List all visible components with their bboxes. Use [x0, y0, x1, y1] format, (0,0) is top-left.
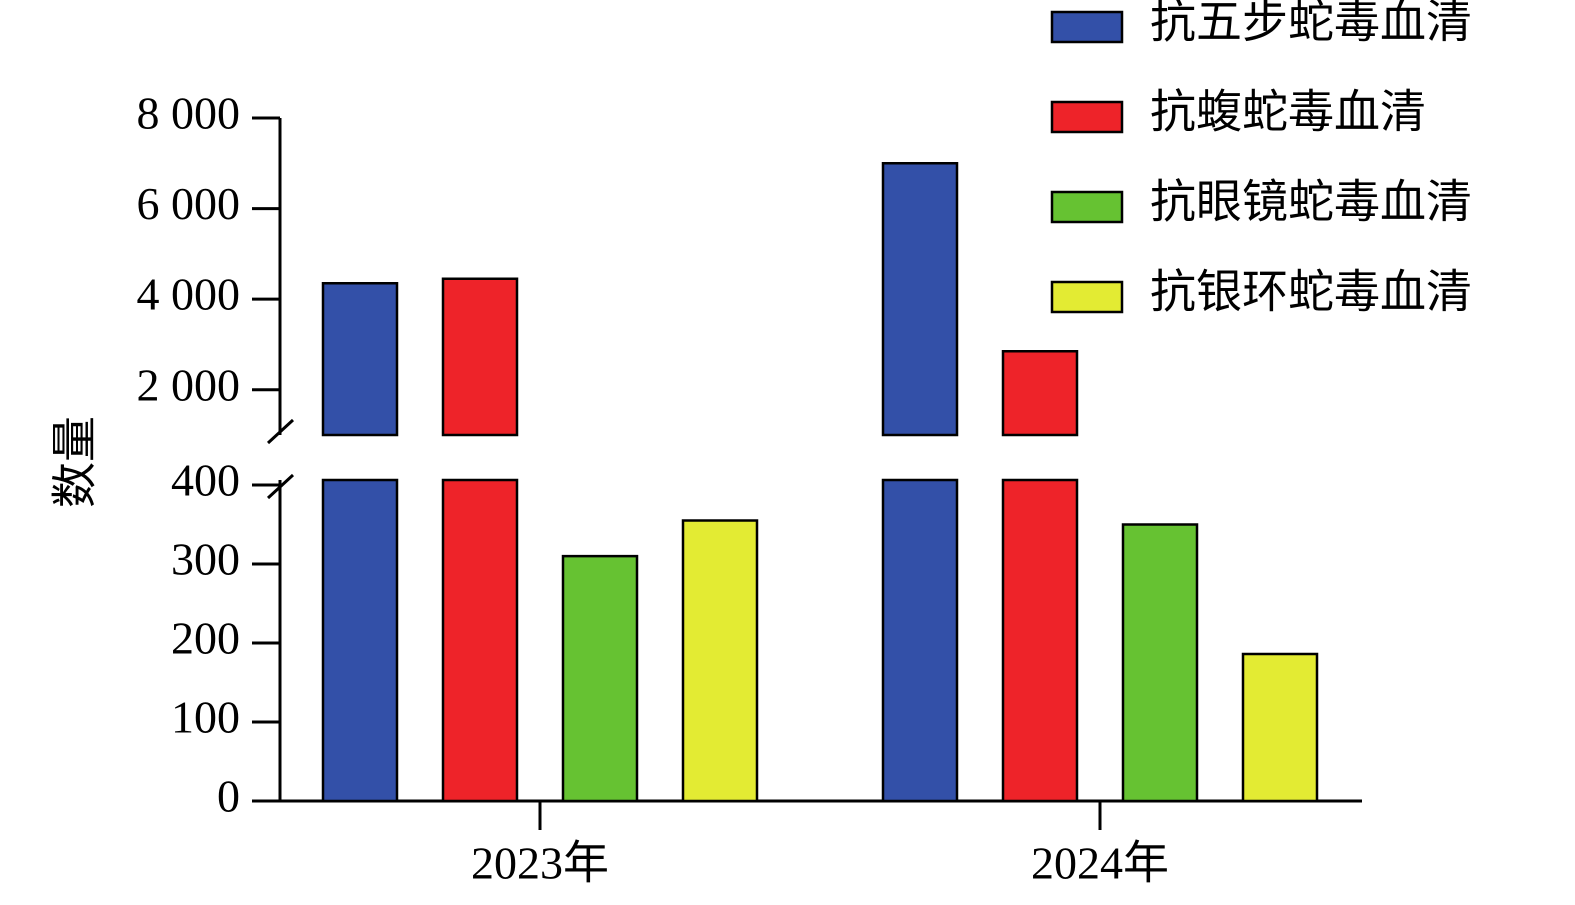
- legend-label: 抗银环蛇毒血清: [1150, 267, 1472, 318]
- y-tick-label: 6 000: [137, 178, 241, 229]
- y-tick-label: 100: [171, 692, 240, 743]
- legend-label: 抗蝮蛇毒血清: [1150, 87, 1426, 138]
- legend-swatch: [1050, 10, 1124, 44]
- legend-label: 抗眼镜蛇毒血清: [1150, 177, 1472, 228]
- bar: [1241, 652, 1319, 803]
- legend-swatch: [1050, 280, 1124, 314]
- legend-swatch: [1050, 190, 1124, 224]
- bar: [441, 277, 519, 803]
- y-tick-label: 2 000: [137, 359, 241, 410]
- y-tick-label: 300: [171, 534, 240, 585]
- axis-break: [266, 418, 295, 445]
- bar: [1121, 523, 1199, 803]
- bar: [681, 519, 759, 803]
- bar: [1001, 349, 1079, 803]
- legend-swatch: [1050, 100, 1124, 134]
- y-tick-label: 4 000: [137, 269, 241, 320]
- x-tick-label: 2023年: [471, 838, 609, 889]
- axis-break: [266, 473, 295, 500]
- y-tick-label: 8 000: [137, 88, 241, 139]
- bar: [321, 282, 399, 803]
- y-axis-label: 数量: [50, 416, 101, 508]
- bar: [881, 162, 959, 803]
- y-tick-label: 200: [171, 613, 240, 664]
- bar: [561, 554, 639, 803]
- y-tick-label: 0: [217, 771, 240, 822]
- y-tick-label: 400: [171, 455, 240, 506]
- x-tick-label: 2024年: [1031, 838, 1169, 889]
- legend-label: 抗五步蛇毒血清: [1150, 0, 1472, 48]
